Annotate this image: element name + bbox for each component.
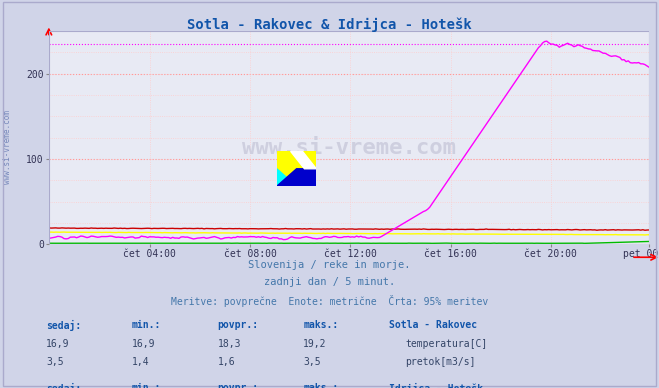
Text: 19,2: 19,2 <box>303 339 327 349</box>
Text: 18,3: 18,3 <box>217 339 241 349</box>
Text: www.si-vreme.com: www.si-vreme.com <box>243 139 456 158</box>
Text: Slovenija / reke in morje.: Slovenija / reke in morje. <box>248 260 411 270</box>
Text: sedaj:: sedaj: <box>46 320 81 331</box>
Text: temperatura[C]: temperatura[C] <box>405 339 488 349</box>
Text: povpr.:: povpr.: <box>217 383 258 388</box>
Text: 3,5: 3,5 <box>46 357 64 367</box>
Text: Sotla - Rakovec & Idrijca - Hotešk: Sotla - Rakovec & Idrijca - Hotešk <box>187 17 472 32</box>
Text: pretok[m3/s]: pretok[m3/s] <box>405 357 476 367</box>
Text: Meritve: povprečne  Enote: metrične  Črta: 95% meritev: Meritve: povprečne Enote: metrične Črta:… <box>171 295 488 307</box>
Text: sedaj:: sedaj: <box>46 383 81 388</box>
Text: maks.:: maks.: <box>303 383 338 388</box>
Text: Sotla - Rakovec: Sotla - Rakovec <box>389 320 477 330</box>
Text: povpr.:: povpr.: <box>217 320 258 330</box>
Text: 1,4: 1,4 <box>132 357 150 367</box>
Polygon shape <box>277 169 316 186</box>
Text: 16,9: 16,9 <box>46 339 70 349</box>
Text: maks.:: maks.: <box>303 320 338 330</box>
Polygon shape <box>291 151 316 169</box>
Polygon shape <box>277 151 316 186</box>
Text: 16,9: 16,9 <box>132 339 156 349</box>
Text: Idrijca - Hotešk: Idrijca - Hotešk <box>389 383 483 388</box>
Polygon shape <box>277 169 297 186</box>
Text: www.si-vreme.com: www.si-vreme.com <box>3 111 13 184</box>
Text: 3,5: 3,5 <box>303 357 321 367</box>
Text: min.:: min.: <box>132 383 161 388</box>
Text: zadnji dan / 5 minut.: zadnji dan / 5 minut. <box>264 277 395 288</box>
Text: 1,6: 1,6 <box>217 357 235 367</box>
Text: min.:: min.: <box>132 320 161 330</box>
